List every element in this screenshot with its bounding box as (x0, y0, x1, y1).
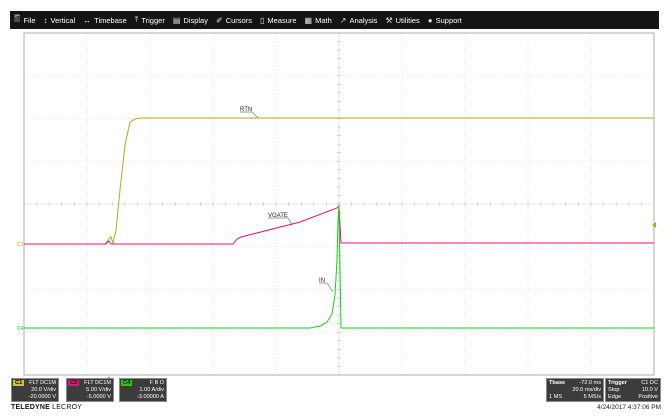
channel-descriptor-bar: C1 FLT DC1M 20.0 V/div -20.0000 V C3 FLT… (8, 378, 664, 402)
menu-timebase[interactable]: ↔ Timebase (83, 16, 127, 25)
menu-vertical[interactable]: ↕ Vertical (44, 16, 76, 25)
channel-c3-scale: 5.00 V/div (86, 387, 111, 393)
channel-c4-scale: 1.00 A/div (139, 387, 164, 393)
info-icon: ● (427, 15, 433, 25)
trigger-source: C1 DC (641, 380, 658, 386)
timebase-samples: 1 MS (549, 394, 563, 400)
channel-c4-descriptor[interactable]: C4 F B D 1.00 A/div -3.00000 A (119, 378, 167, 402)
trigger-position-marker (107, 376, 111, 378)
menu-analysis[interactable]: ↗ Analysis (340, 16, 378, 25)
menu-math[interactable]: ▦ Math (305, 16, 332, 25)
timestamp: 4/24/2017 4:37:06 PM (597, 404, 661, 411)
in-label: IN (319, 278, 325, 284)
file-icon: 🖺 (14, 14, 21, 23)
brand-suffix: LECROY (49, 404, 83, 411)
menu-utilities[interactable]: ⚒ Utilities (385, 16, 419, 25)
channel-c4-coupling: F B D (149, 380, 164, 386)
menu-label: Cursors (225, 15, 252, 25)
channel-c4-offset: -3.00000 A (136, 394, 164, 400)
channel-c1-tag: C1 (13, 380, 25, 386)
analysis-icon: ↗ (339, 15, 347, 25)
channel-c3-descriptor[interactable]: C3 FLT DC1M 5.00 V/div -5.0000 V (66, 378, 114, 402)
channel-c3-coupling: FLT DC1M (84, 380, 111, 386)
channel-c1-offset: -20.0000 V (28, 394, 56, 400)
trigger-type: Edge (608, 394, 622, 400)
timebase-rate: 5 MS/s (583, 394, 601, 400)
in-label-leader (326, 282, 334, 293)
menu-measure[interactable]: ▯ Measure (260, 16, 297, 25)
menu-label: Display (183, 15, 208, 25)
menu-file[interactable]: 🖺 File (14, 13, 36, 27)
channel-c4-tag: C4 (121, 380, 133, 386)
display-icon: ▤ (172, 15, 181, 25)
menu-support[interactable]: ● Support (428, 16, 462, 25)
oscilloscope-grid: RTN VGATE IN C1 C4 (17, 32, 656, 378)
horizontal-arrows-icon: ↔ (83, 15, 92, 25)
menu-label: Utilities (395, 15, 420, 25)
menu-display[interactable]: ▤ Display (173, 16, 208, 25)
menu-label: Math (315, 15, 332, 25)
trigger-title: Trigger (608, 380, 627, 386)
cursor-icon: ✐ (215, 15, 223, 25)
menu-label: Vertical (50, 15, 76, 25)
math-icon: ▦ (304, 15, 313, 25)
vgate-label-leader (287, 217, 293, 226)
channel-c1-descriptor[interactable]: C1 FLT DC1M 20.0 V/div -20.0000 V (11, 378, 59, 402)
trace-c1-rtn (24, 117, 654, 245)
vertical-arrows-icon: ↕ (43, 15, 48, 25)
tools-icon: ⚒ (385, 15, 393, 25)
trigger-mode: Stop (608, 387, 620, 393)
channel-c1-coupling: FLT DC1M (29, 380, 56, 386)
channel-c3-tag: C3 (68, 380, 80, 386)
brand-logo: TELEDYNE LECROY (11, 404, 82, 411)
menu-label: Analysis (349, 15, 378, 25)
trigger-icon: ⤒ (134, 15, 139, 24)
menu-bar: 🖺 File ↕ Vertical ↔ Timebase ⤒ Trigger ▤ Display ✐… (10, 11, 659, 29)
trigger-level: 10.0 V (641, 387, 658, 393)
menu-label: Measure (267, 15, 297, 25)
brand-name: TELEDYNE (11, 404, 50, 411)
timebase-descriptor[interactable]: Tbase -72.0 ms 20.0 ms/div 1 MS 5 MS/s (546, 378, 604, 402)
trigger-descriptor[interactable]: Trigger C1 DC Stop 10.0 V Edge Positive (605, 378, 661, 402)
menu-label: Trigger (141, 15, 165, 25)
menu-label: Timebase (94, 15, 127, 25)
menu-label: File (23, 15, 36, 25)
trigger-level-marker (652, 222, 656, 228)
c1-level-marker: C1 (17, 242, 24, 248)
trigger-slope: Positive (638, 394, 658, 400)
trace-c4-in (24, 204, 654, 329)
timebase-title: Tbase (549, 380, 566, 386)
timebase-delay: -72.0 ms (579, 380, 601, 386)
timebase-per-div: 20.0 ms/div (572, 387, 601, 393)
rtn-label-leader (251, 111, 259, 119)
c4-level-marker: C4 (17, 326, 24, 332)
vgate-label: VGATE (268, 213, 288, 219)
rtn-label: RTN (240, 107, 252, 113)
channel-c3-offset: -5.0000 V (86, 394, 111, 400)
measure-icon: ▯ (259, 15, 265, 25)
menu-cursors[interactable]: ✐ Cursors (216, 16, 252, 25)
channel-c1-scale: 20.0 V/div (31, 387, 56, 393)
menu-label: Support (435, 15, 462, 25)
menu-trigger[interactable]: ⤒ Trigger (135, 15, 165, 25)
